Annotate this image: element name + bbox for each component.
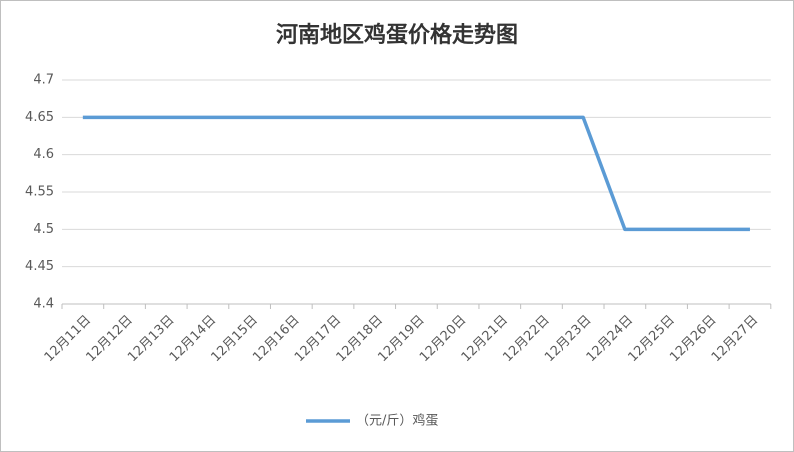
- chart-title: 河南地区鸡蛋价格走势图: [276, 22, 518, 48]
- y-tick-label: 4.65: [25, 110, 54, 125]
- y-tick-label: 4.45: [25, 259, 54, 274]
- y-tick-label: 4.7: [33, 73, 54, 88]
- legend-label: （元/斤）鸡蛋: [356, 413, 438, 429]
- y-tick-label: 4.5: [33, 222, 54, 237]
- y-tick-label: 4.55: [25, 185, 54, 200]
- data-line: [82, 115, 750, 232]
- y-tick-label: 4.6: [33, 147, 54, 162]
- y-tick-label: 4.4: [33, 297, 54, 312]
